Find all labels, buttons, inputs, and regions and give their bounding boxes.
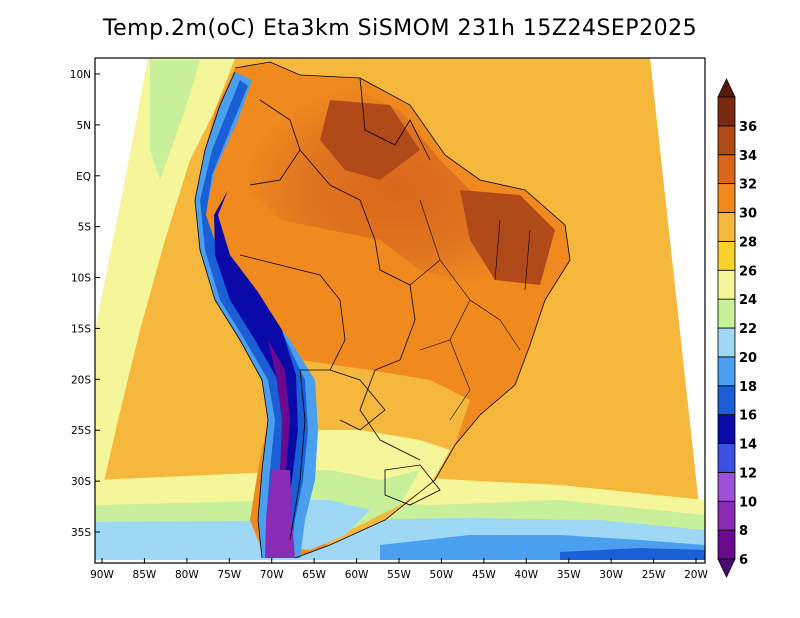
country-borders	[194, 61, 571, 559]
border-guianas	[359, 77, 431, 161]
colorbar-swatch	[717, 385, 736, 416]
north-pacific-cool-band	[95, 58, 235, 500]
lat-tick-label: 10S	[71, 273, 91, 285]
lon-tick-label: 90W	[90, 569, 114, 581]
colorbar-label: 16	[739, 409, 757, 424]
colorbar-label: 28	[739, 235, 757, 250]
colorbar-label: 8	[739, 524, 748, 539]
colorbar-swatch	[717, 154, 736, 185]
north-hot-patch	[320, 100, 420, 180]
plot-frame	[94, 57, 706, 564]
colorbar-swatch	[717, 529, 736, 560]
lon-tick-label: 75W	[217, 569, 241, 581]
colorbar-label: 32	[739, 178, 757, 193]
colorbar-swatch	[717, 471, 736, 502]
colorbar-swatch	[717, 269, 736, 300]
colorbar-label: 6	[739, 553, 748, 568]
border-brazil-west	[299, 149, 421, 461]
lat-tick-label: 5S	[78, 222, 92, 234]
lon-tick-label: 65W	[302, 569, 326, 581]
lat-tick-label: 20S	[71, 374, 91, 386]
lat-tick-label: 5N	[76, 120, 91, 132]
colorbar-swatch	[717, 125, 736, 156]
colorbar-label: 22	[739, 322, 757, 337]
lon-tick-label: 25W	[642, 569, 666, 581]
colorbar-swatch	[717, 443, 736, 473]
colorbar-label: 14	[739, 438, 757, 453]
lon-tick-label: 55W	[387, 569, 411, 581]
colorbar-label: 10	[739, 495, 757, 510]
andes-ridge-core	[214, 190, 298, 558]
lon-tick-label: 70W	[260, 569, 284, 581]
andes-ridge-cold	[268, 340, 290, 558]
colorbar-max-arrow	[717, 78, 736, 98]
colorbar-label: 18	[739, 380, 757, 395]
lon-tick-label: 35W	[557, 569, 581, 581]
lat-tick-label: 10N	[70, 69, 91, 81]
lat-tick-label: EQ	[76, 171, 91, 183]
lat-tick-label: 30S	[71, 476, 91, 488]
colorbar-swatch	[717, 183, 736, 213]
colorbar-label: 36	[739, 120, 757, 135]
lat-tick-label: 35S	[71, 527, 91, 539]
longitude-axis: 90W 85W 80W 75W 70W 65W 60W 55W 50W 45W 40W 35W 30W 2…	[90, 558, 708, 581]
border-brazil-states	[409, 199, 531, 421]
colorbar-label: 24	[739, 293, 757, 308]
colorbar: 6 8 10 12 14 16 18 20 22 24 26 28 30 32 34 36	[717, 78, 757, 578]
border-paraguay	[329, 369, 386, 431]
colorbar-swatch	[717, 327, 736, 358]
south-land-cyan	[290, 500, 370, 550]
south-ocean-deep-blue	[560, 548, 705, 560]
pacific-light-band	[150, 60, 200, 180]
colorbar-label: 12	[739, 466, 757, 481]
colorbar-label: 26	[739, 264, 757, 279]
latitude-axis: 10N 5N EQ 5S 10S 15S 20S 25S 30S 35S	[70, 69, 100, 539]
colorbar-swatch	[717, 240, 736, 271]
lon-tick-label: 60W	[345, 569, 369, 581]
lat-tick-label: 25S	[71, 425, 91, 437]
lon-tick-label: 20W	[684, 569, 708, 581]
coastline-west	[194, 71, 269, 559]
lon-tick-label: 40W	[514, 569, 538, 581]
border-argentina-chile	[289, 369, 306, 541]
northeast-hot-patch	[460, 190, 555, 285]
colorbar-swatch	[717, 212, 736, 242]
andes-south-purple	[265, 470, 295, 558]
colorbar-swatch	[717, 356, 736, 387]
lat-tick-label: 15S	[71, 323, 91, 335]
colorbar-label: 30	[739, 207, 757, 222]
lon-tick-label: 30W	[599, 569, 623, 581]
lon-tick-label: 85W	[133, 569, 157, 581]
colorbar-label: 34	[739, 149, 757, 164]
coastline	[234, 61, 571, 559]
colorbar-label: 20	[739, 351, 757, 366]
map-title: Temp.2m(oC) Eta3km SiSMOM 231h 15Z24SEP2…	[102, 16, 698, 41]
colorbar-swatch	[717, 96, 736, 127]
colorbar-swatch	[717, 500, 736, 531]
lon-tick-label: 80W	[175, 569, 199, 581]
lon-tick-label: 45W	[472, 569, 496, 581]
colorbar-swatch	[717, 298, 736, 329]
border-uruguay	[384, 464, 441, 506]
lon-tick-label: 50W	[430, 569, 454, 581]
colorbar-swatch	[717, 414, 736, 444]
colorbar-min-arrow	[717, 558, 736, 578]
field-layer	[95, 58, 705, 560]
border-colombia-venezuela	[249, 99, 301, 186]
